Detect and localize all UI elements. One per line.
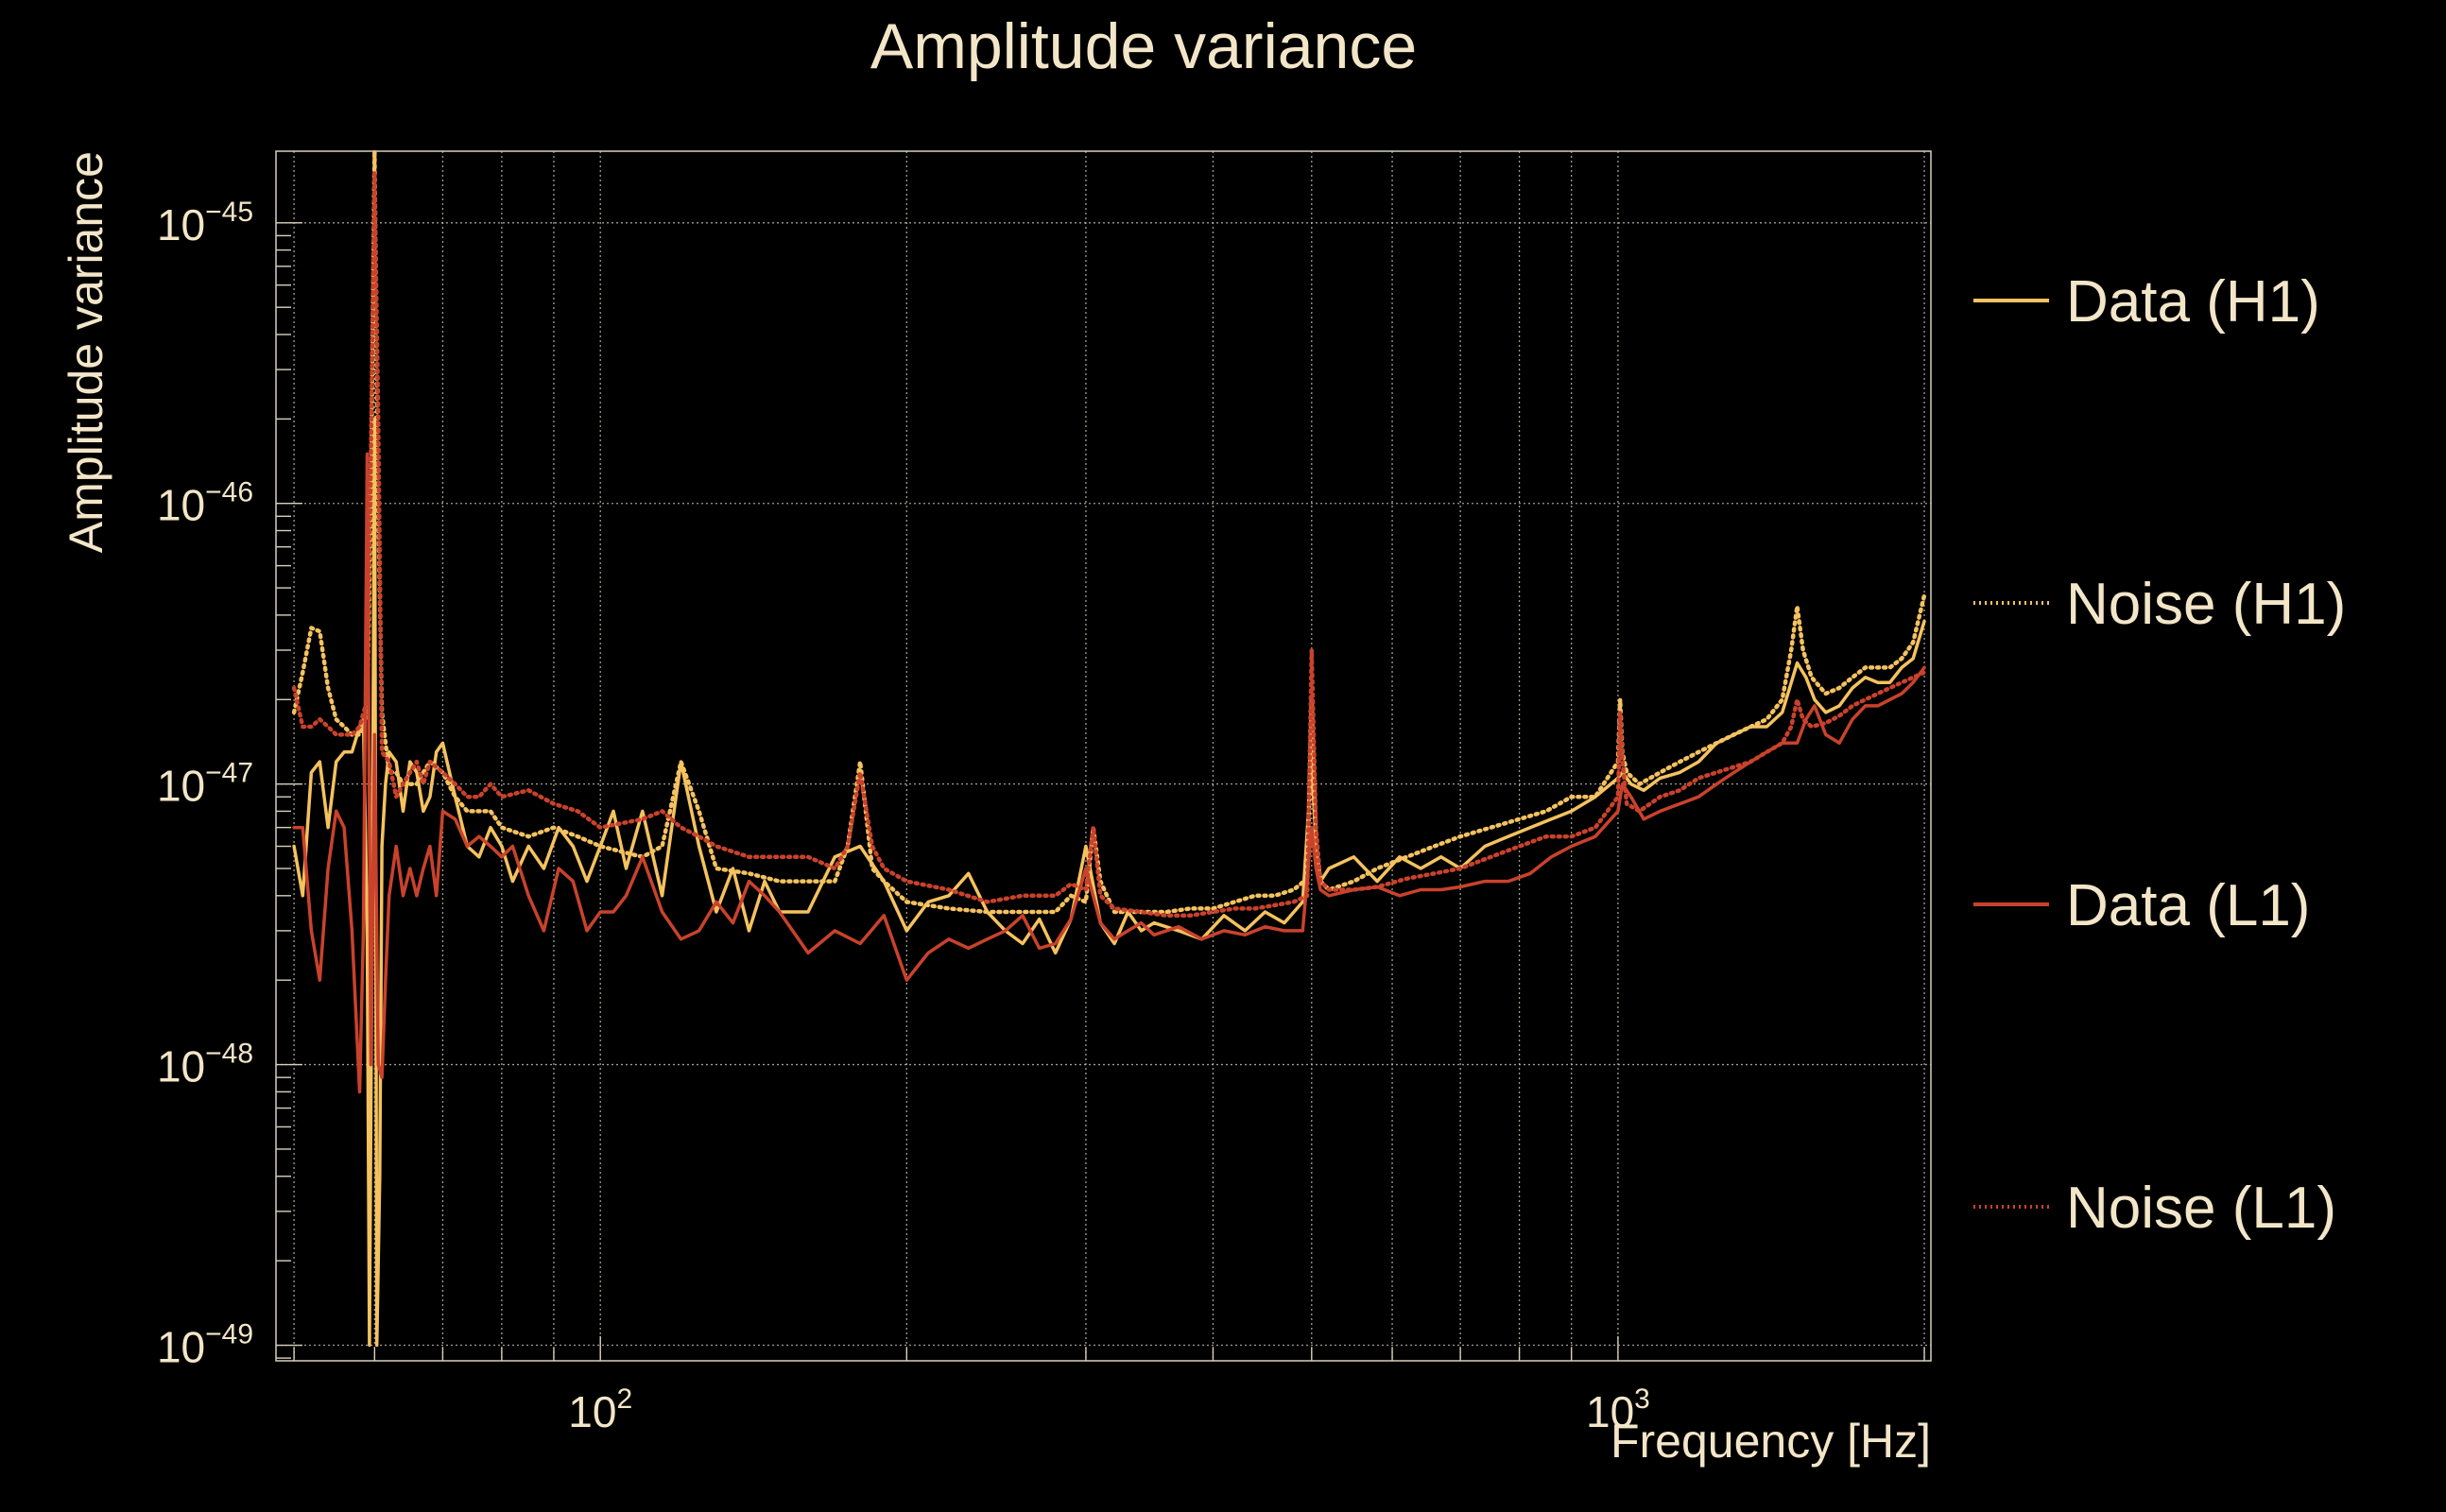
axis-ticks <box>276 222 1925 1361</box>
series-line-data-l1 <box>292 452 1926 1094</box>
chart-title: Amplitude variance <box>870 10 1417 82</box>
legend-label: Data (L1) <box>2066 873 2310 938</box>
legend-label: Data (H1) <box>2066 269 2320 335</box>
x-tick-label: 102 <box>568 1383 632 1436</box>
series-line-noise-l1 <box>291 171 1927 919</box>
legend: Data (H1) Noise (H1) Data (L1) Noise (L1) <box>1973 269 2346 1241</box>
series-line-data-h1 <box>292 417 1926 1348</box>
y-tick-label: 10−45 <box>157 197 253 249</box>
y-axis-label: Amplitude variance <box>60 151 112 553</box>
legend-label: Noise (H1) <box>2066 572 2346 637</box>
y-tick-label: 10−49 <box>157 1319 253 1372</box>
x-tick-label: 103 <box>1586 1383 1650 1436</box>
series-group <box>291 148 1927 1348</box>
legend-label: Noise (L1) <box>2066 1176 2336 1241</box>
grid <box>276 151 1931 1361</box>
tick-labels: 10−49 10−48 10−47 10−46 10−45 102 103 <box>157 197 1650 1436</box>
y-tick-label: 10−46 <box>157 477 253 530</box>
plot-frame <box>275 150 1932 1362</box>
y-tick-label: 10−48 <box>157 1039 253 1091</box>
x-axis-label: Frequency [Hz] <box>1611 1415 1931 1468</box>
y-tick-label: 10−47 <box>157 758 253 811</box>
